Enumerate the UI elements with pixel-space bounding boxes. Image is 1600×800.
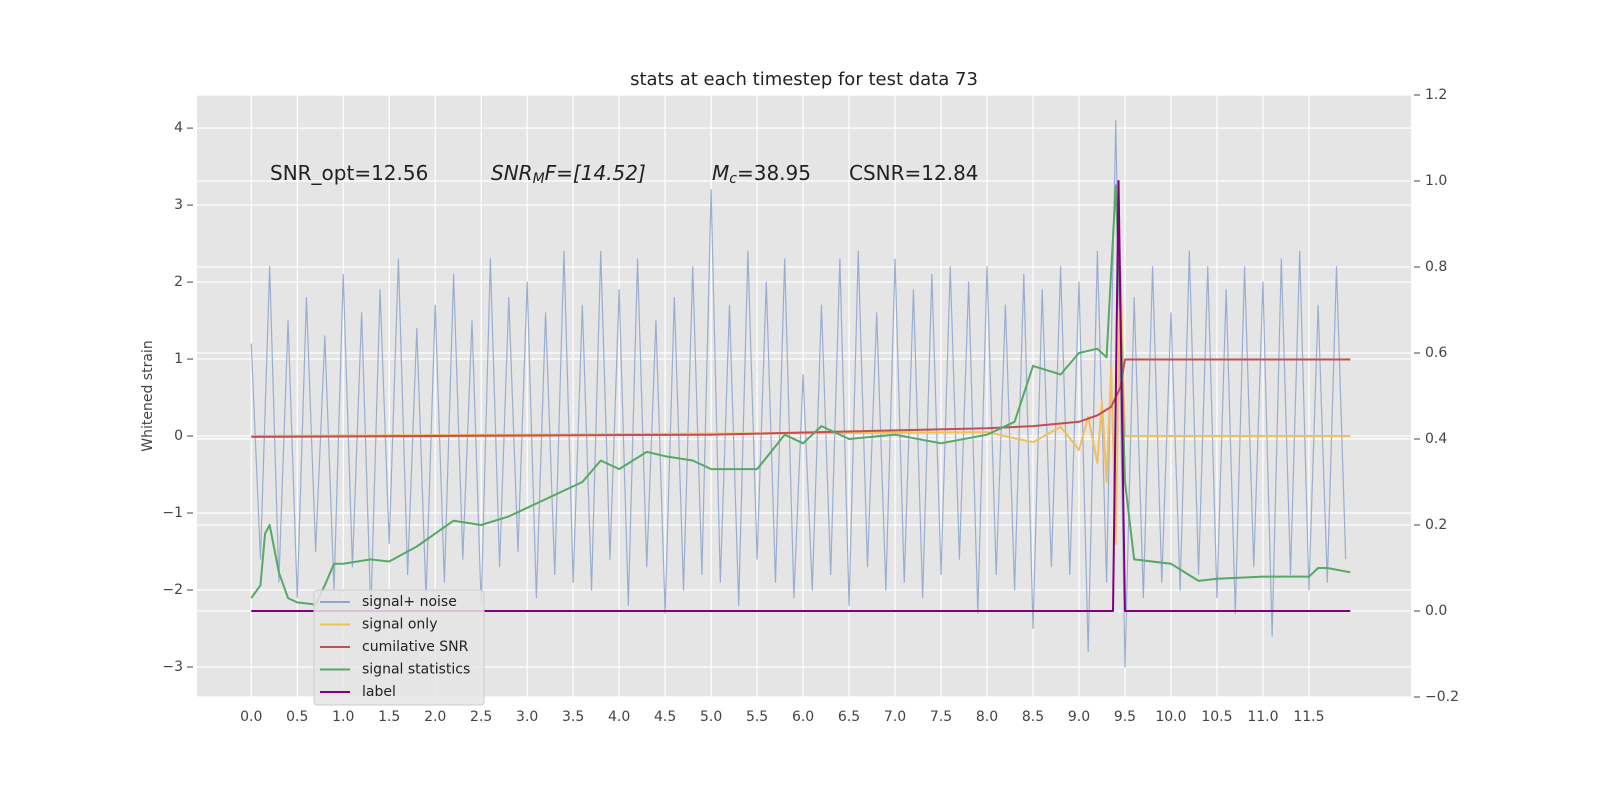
legend-label: signal statistics xyxy=(362,662,470,678)
legend-label: signal only xyxy=(362,617,437,633)
x-tick-label: 4.0 xyxy=(608,709,630,725)
y-tick-label: 0 xyxy=(174,428,183,444)
annotation-sub: c xyxy=(729,171,737,187)
x-tick-label: 1.5 xyxy=(378,709,400,725)
x-tick-label: 11.0 xyxy=(1247,709,1278,725)
legend: signal+ noise signal only cumilative SNR si… xyxy=(313,589,485,706)
annotation: SNRMF=[14.52] xyxy=(491,161,646,188)
y2-tick-label: 1.2 xyxy=(1425,87,1447,103)
y2-tick-label: −0.2 xyxy=(1425,689,1459,705)
y-tick-label: −3 xyxy=(162,659,183,675)
y2-tick-label: 0.4 xyxy=(1425,431,1447,447)
x-tick-label: 8.5 xyxy=(1022,709,1044,725)
annotation-tail: F=[14.52] xyxy=(545,161,646,185)
x-tick-label: 10.5 xyxy=(1201,709,1232,725)
y-tick-label: 3 xyxy=(174,197,183,213)
y2-tick-label: 0.6 xyxy=(1425,345,1447,361)
x-tick-label: 11.5 xyxy=(1293,709,1324,725)
x-tick-label: 5.5 xyxy=(746,709,768,725)
y2-tick-label: 0.8 xyxy=(1425,259,1447,275)
x-tick-label: 2.5 xyxy=(470,709,492,725)
x-tick-label: 5.0 xyxy=(700,709,722,725)
annotation-text: CSNR=12.84 xyxy=(849,161,979,185)
annotation: CSNR=12.84 xyxy=(849,161,979,185)
legend-label: cumilative SNR xyxy=(362,639,469,655)
x-tick-label: 0.0 xyxy=(240,709,262,725)
annotation-text: SNR_opt=12.56 xyxy=(270,161,428,185)
x-tick-label: 6.0 xyxy=(792,709,814,725)
x-tick-label: 7.0 xyxy=(884,709,906,725)
x-tick-label: 10.0 xyxy=(1155,709,1186,725)
series-line xyxy=(250,184,1351,606)
annotation: Mc=38.95 xyxy=(712,161,811,188)
series-line xyxy=(250,119,1347,668)
legend-box xyxy=(313,589,485,706)
annotation-base: M xyxy=(712,161,729,185)
x-tick-label: 7.5 xyxy=(930,709,952,725)
legend-label: label xyxy=(362,684,396,700)
annotation-base: SNR xyxy=(491,161,533,185)
x-tick-label: 3.5 xyxy=(562,709,584,725)
y2-tick-label: 0.2 xyxy=(1425,517,1447,533)
axes: 0.0 0.5 1.0 1.5 2.0 2.5 3.0 3.5 4.0 4.5 5.0 5.5 6.0 6… xyxy=(162,87,1459,725)
chart-title: stats at each timestep for test data 73 xyxy=(630,69,978,90)
x-tick-label: 0.5 xyxy=(286,709,308,725)
x-tick-label: 9.0 xyxy=(1068,709,1090,725)
y-tick-label: −2 xyxy=(162,582,183,598)
x-tick-label: 8.0 xyxy=(976,709,998,725)
x-tick-label: 3.0 xyxy=(516,709,538,725)
y2-tick-label: 0.0 xyxy=(1425,603,1447,619)
annotation-tail: =38.95 xyxy=(737,161,811,185)
y2-tick-label: 1.0 xyxy=(1425,173,1447,189)
x-tick-label: 2.0 xyxy=(424,709,446,725)
x-tick-label: 6.5 xyxy=(838,709,860,725)
y-tick-label: 1 xyxy=(174,351,183,367)
x-tick-label: 9.5 xyxy=(1114,709,1136,725)
x-tick-label: 4.5 xyxy=(654,709,676,725)
annotations: SNR_opt=12.56 SNRMF=[14.52] Mc=38.95 CSNR=1… xyxy=(270,161,979,188)
annotation-sub: M xyxy=(533,171,545,187)
annotation: SNR_opt=12.56 xyxy=(270,161,428,185)
series-line xyxy=(251,180,1351,612)
legend-label: signal+ noise xyxy=(362,594,457,610)
series-lines xyxy=(250,119,1351,668)
y-tick-label: 2 xyxy=(174,274,183,290)
y-tick-label: −1 xyxy=(162,505,183,521)
y-tick-label: 4 xyxy=(174,120,183,136)
x-tick-label: 1.0 xyxy=(332,709,354,725)
y-axis-label: Whitened strain xyxy=(140,340,156,451)
